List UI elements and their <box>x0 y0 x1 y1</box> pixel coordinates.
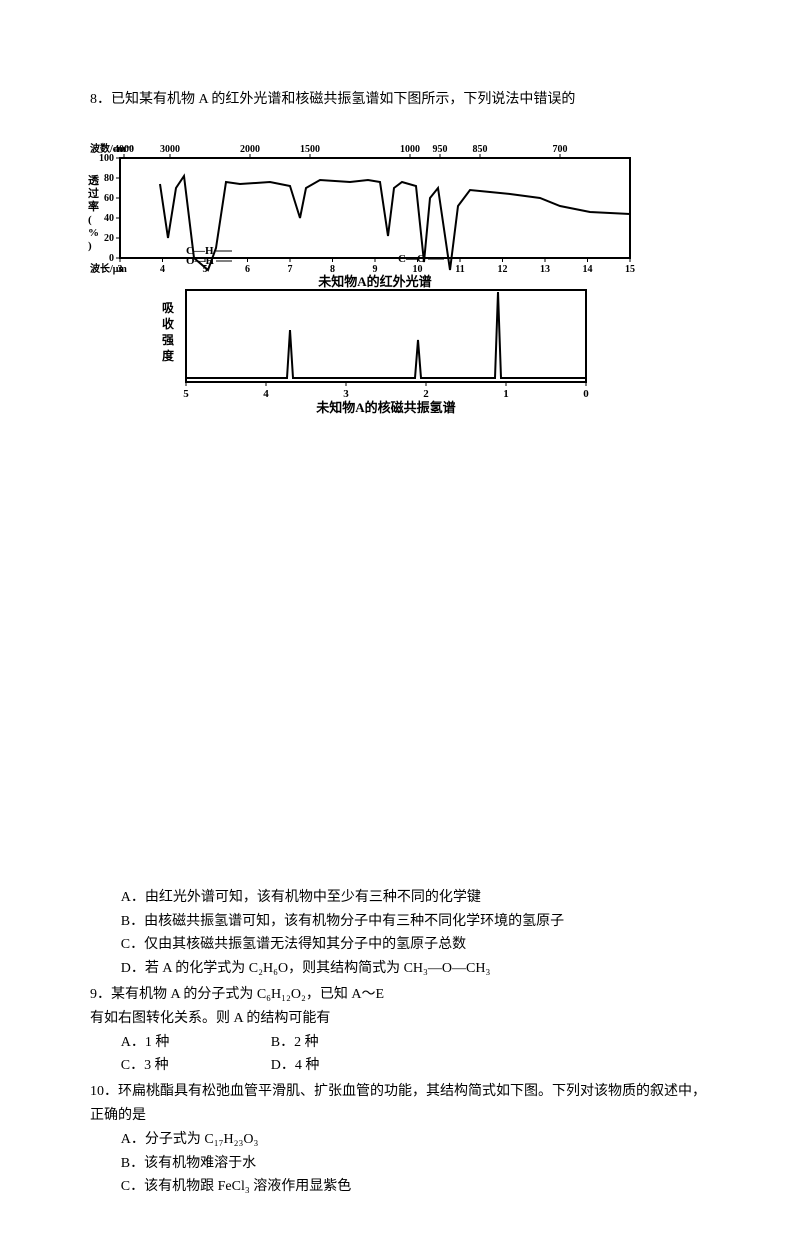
svg-text:15: 15 <box>625 264 635 275</box>
svg-text:C—O: C—O <box>398 253 426 265</box>
svg-text:透: 透 <box>88 174 100 187</box>
svg-text:(: ( <box>88 214 92 226</box>
svg-text:0: 0 <box>583 388 589 400</box>
svg-text:波长/μm: 波长/μm <box>90 262 127 275</box>
svg-text:%: % <box>88 227 99 239</box>
q10: 10．环扁桃酯具有松弛血管平滑肌、扩张血管的功能，其结构简式如下图。下列对该物质… <box>90 1080 710 1199</box>
svg-text:7: 7 <box>288 264 293 275</box>
svg-text:700: 700 <box>553 144 568 155</box>
svg-text:收: 收 <box>162 316 174 331</box>
q9-optC: C．3 种 <box>121 1054 271 1078</box>
ir-spectrum: 40003000200015001000950850700波数/cm⁻¹0204… <box>80 140 640 288</box>
svg-text:O—H: O—H <box>186 255 215 267</box>
q9-optD: D．4 种 <box>271 1054 421 1078</box>
svg-text:4: 4 <box>263 388 269 400</box>
q10-optC: C．该有机物跟 FeCl₃ 溶液作用显紫色 <box>121 1175 710 1199</box>
svg-text:率: 率 <box>88 199 99 213</box>
q9: 9．某有机物 A 的分子式为 C₆H₁₂O₂，已知 A～E 有如右图转化关系。则… <box>90 983 710 1078</box>
nmr-spectrum: 5 4 3 2 1 0 吸收强度未知物A的核磁共振氢谱 <box>150 284 610 416</box>
svg-text:80: 80 <box>104 173 114 184</box>
svg-text:1: 1 <box>503 388 509 400</box>
svg-text:60: 60 <box>104 193 114 204</box>
svg-text:): ) <box>88 240 92 252</box>
q8-optB: B．由核磁共振氢谱可知，该有机物分子中有三种不同化学环境的氢原子 <box>121 910 710 934</box>
svg-text:强: 强 <box>162 333 174 347</box>
q9-line2: 有如右图转化关系。则 A 的结构可能有 <box>90 1007 710 1031</box>
svg-text:14: 14 <box>583 264 593 275</box>
svg-text:11: 11 <box>455 264 464 275</box>
spectra-block: 40003000200015001000950850700波数/cm⁻¹0204… <box>80 140 710 416</box>
svg-text:3000: 3000 <box>160 144 180 155</box>
svg-text:未知物A的红外光谱: 未知物A的红外光谱 <box>317 274 431 288</box>
svg-text:6: 6 <box>245 264 250 275</box>
q9-line1: 9．某有机物 A 的分子式为 C₆H₁₂O₂，已知 A～E <box>90 983 710 1007</box>
svg-text:2000: 2000 <box>240 144 260 155</box>
svg-text:度: 度 <box>162 348 175 363</box>
q8-optD: D．若 A 的化学式为 C₂H₆O，则其结构简式为 CH₃—O—CH₃ <box>121 957 710 981</box>
svg-text:12: 12 <box>498 264 508 275</box>
q10-stem: 10．环扁桃酯具有松弛血管平滑肌、扩张血管的功能，其结构简式如下图。下列对该物质… <box>90 1080 710 1128</box>
svg-text:950: 950 <box>433 144 448 155</box>
svg-text:1000: 1000 <box>400 144 420 155</box>
svg-text:20: 20 <box>104 233 114 244</box>
svg-text:3: 3 <box>343 388 349 400</box>
svg-text:未知物A的核磁共振氢谱: 未知物A的核磁共振氢谱 <box>315 400 455 415</box>
svg-text:过: 过 <box>88 186 99 200</box>
q8-optA: A．由红光外谱可知，该有机物中至少有三种不同的化学键 <box>121 886 710 910</box>
q9-optB: B．2 种 <box>271 1031 421 1055</box>
q8-options: A．由红光外谱可知，该有机物中至少有三种不同的化学键 B．由核磁共振氢谱可知，该… <box>90 886 710 981</box>
svg-text:850: 850 <box>473 144 488 155</box>
svg-text:0: 0 <box>109 253 114 264</box>
q8-stem: 8．已知某有机物 A 的红外光谱和核磁共振氢谱如下图所示，下列说法中错误的 <box>90 88 710 112</box>
q8-optC: C．仅由其核磁共振氢谱无法得知其分子中的氢原子总数 <box>121 933 710 957</box>
svg-text:5: 5 <box>183 388 189 400</box>
q9-optA: A．1 种 <box>121 1031 271 1055</box>
q10-optB: B．该有机物难溶于水 <box>121 1152 710 1176</box>
svg-text:吸: 吸 <box>162 301 175 315</box>
svg-text:40: 40 <box>104 213 114 224</box>
svg-text:1500: 1500 <box>300 144 320 155</box>
svg-text:4: 4 <box>160 264 165 275</box>
svg-text:13: 13 <box>540 264 550 275</box>
q10-optA: A．分子式为 C₁₇H₂₃O₃ <box>121 1128 710 1152</box>
svg-text:2: 2 <box>423 388 429 400</box>
svg-text:100: 100 <box>99 153 114 164</box>
